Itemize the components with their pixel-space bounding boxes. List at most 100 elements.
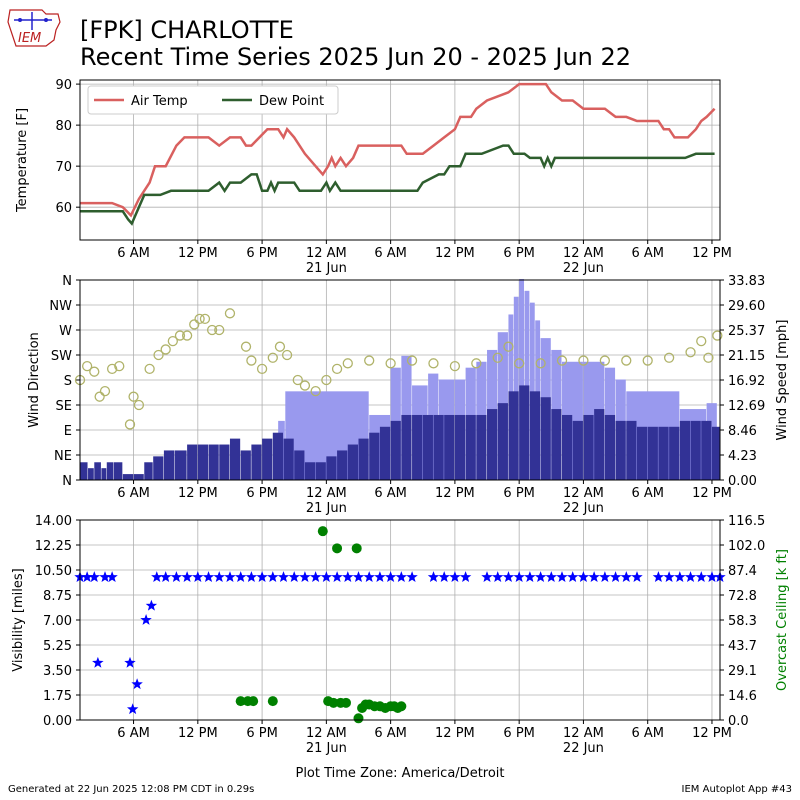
visibility-point <box>513 571 525 582</box>
y-tick-label: 1.75 <box>43 689 72 704</box>
wind-direction-point <box>696 335 707 347</box>
wind-speed-bar <box>669 426 680 480</box>
wind-direction-point <box>663 352 675 363</box>
wind-speed-bar <box>106 462 114 480</box>
iem-logo-text: IEM <box>18 31 41 46</box>
legend-box <box>87 85 339 115</box>
y2-tick-label: 116.5 <box>728 514 765 529</box>
visibility-point <box>213 571 225 582</box>
visibility-point <box>588 571 600 582</box>
x-tick-label: 12 PM <box>178 246 218 261</box>
wind-speed-bar <box>229 438 241 480</box>
visibility-point <box>256 571 268 582</box>
wind-speed-bar <box>562 414 573 480</box>
iem-logo: IEM <box>7 9 61 47</box>
x-tick-label: 6 PM <box>503 726 534 741</box>
x-date-label: 21 Jun <box>306 741 347 756</box>
wind-speed-bar <box>369 432 380 480</box>
wind-direction-point <box>331 363 343 375</box>
wind-direction-point <box>712 330 723 341</box>
y2-tick-label: 29.60 <box>728 299 765 314</box>
x-tick-label: 12 PM <box>692 726 732 741</box>
visibility-point <box>92 656 104 668</box>
wind-direction-point <box>299 380 311 391</box>
visibility-point <box>245 571 258 582</box>
wind-direction-point <box>599 355 611 366</box>
dew-point-line <box>80 144 715 226</box>
visibility-point <box>556 571 568 582</box>
wind-speed-bar <box>153 456 164 480</box>
wind-speed-bar <box>701 420 712 480</box>
visibility-point <box>706 571 718 582</box>
y-tick-label: 90 <box>55 78 72 93</box>
y2-tick-label: 33.83 <box>728 274 765 289</box>
wind-speed-bar <box>422 414 433 480</box>
wind-speed-bar <box>390 420 401 480</box>
visibility-point <box>395 571 407 582</box>
visibility-point <box>277 571 290 582</box>
y-tick-label: 0.00 <box>43 714 72 729</box>
visibility-point <box>609 571 622 582</box>
wind-speed-bar <box>679 420 691 480</box>
wind-direction-point <box>174 330 186 341</box>
wind-speed-bar <box>690 420 701 480</box>
y-axis-label: Temperature [F] <box>15 108 30 213</box>
wind-direction-point <box>556 355 568 366</box>
visibility-point <box>145 599 158 611</box>
plot-frame <box>79 79 721 241</box>
y2-tick-label: 72.8 <box>728 589 757 604</box>
visibility-point <box>202 571 215 582</box>
wind-speed-bar <box>636 426 648 480</box>
y-axis-label: Wind Direction <box>27 332 42 428</box>
wind-direction-point <box>133 399 145 411</box>
wind-direction-point <box>342 358 353 369</box>
visibility-point <box>620 571 632 582</box>
legend-label-air-temp: Air Temp <box>131 94 188 109</box>
visibility-point <box>427 571 440 582</box>
wind-direction-point <box>144 363 155 375</box>
x-date-label: 22 Jun <box>563 261 604 276</box>
wind-speed-bar <box>508 391 519 480</box>
wind-direction-point <box>310 385 321 397</box>
wind-direction-point <box>471 358 482 369</box>
wind-speed-bar <box>379 426 391 480</box>
y2-tick-label: 14.6 <box>728 689 757 704</box>
ceiling-point <box>317 526 328 537</box>
visibility-point <box>459 571 472 582</box>
wind-direction-point <box>703 352 714 363</box>
y2-tick-label: 12.69 <box>728 399 765 414</box>
y2-tick-label: 16.92 <box>728 374 765 389</box>
x-tick-label: 12 AM <box>563 726 604 741</box>
visibility-point <box>567 571 579 582</box>
visibility-point <box>224 571 236 582</box>
wind-speed-bar <box>444 414 455 480</box>
visibility-point <box>545 571 557 582</box>
x-tick-label: 12 AM <box>306 246 347 261</box>
wind-speed-bar <box>272 432 284 480</box>
x-tick-label: 12 PM <box>692 246 732 261</box>
wind-direction-point <box>621 355 632 366</box>
visibility-point <box>524 571 536 582</box>
wind-speed-bar <box>401 414 412 480</box>
wind-speed-bar <box>476 414 487 480</box>
wind-direction-point <box>281 349 293 361</box>
x-tick-label: 12 PM <box>435 486 475 501</box>
visibility-point <box>124 656 136 668</box>
wind-speed-bar <box>113 462 123 480</box>
wind-direction-point <box>514 358 525 369</box>
wind-speed-bar <box>294 450 305 480</box>
plot-frame <box>79 279 721 481</box>
wind-direction-point <box>124 419 136 430</box>
ceiling-point <box>351 543 362 554</box>
x-tick-label: 6 AM <box>117 246 150 261</box>
visibility-point <box>534 571 547 582</box>
visibility-point <box>599 571 611 582</box>
visibility-point <box>406 571 418 582</box>
wind-direction-point <box>292 374 303 386</box>
wind-speed-bar <box>626 420 637 480</box>
visibility-point <box>674 571 686 582</box>
ceiling-point <box>353 713 364 724</box>
wind-direction-point <box>81 360 93 372</box>
wind-speed-bar <box>144 462 153 480</box>
